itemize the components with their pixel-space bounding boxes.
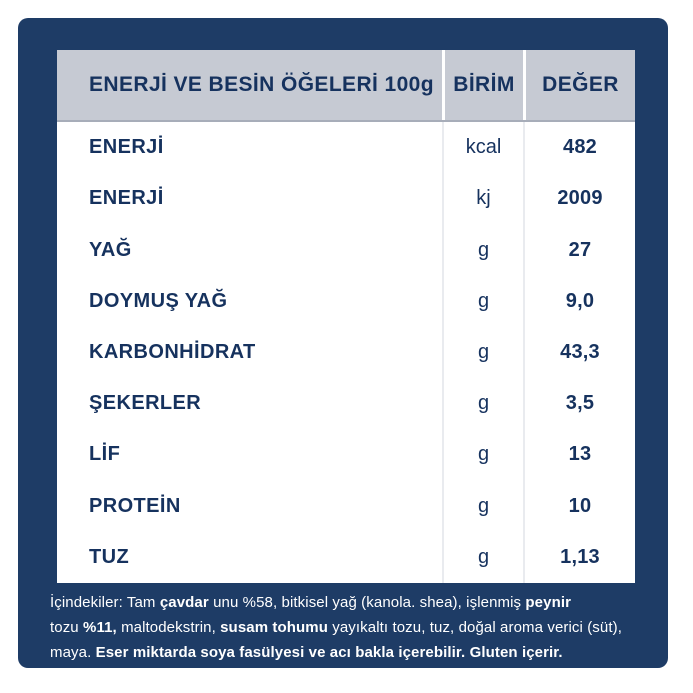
nutrient-label: PROTEİN	[89, 494, 181, 517]
table-row: ENERJİ kj 2009	[57, 173, 635, 225]
ingredient-emphasis: peynir	[525, 594, 572, 611]
header-unit: BİRİM	[442, 50, 523, 120]
nutrient-unit: g	[442, 326, 523, 379]
nutrient-value: 43,3	[523, 326, 635, 379]
nutrient-value: 3,5	[523, 378, 635, 430]
nutrient-value: 482	[523, 122, 635, 174]
nutrient-label: LİF	[89, 443, 121, 466]
table-row: PROTEİN g 10	[57, 480, 635, 532]
nutrient-value: 2009	[523, 173, 635, 225]
nutrient-unit: g	[442, 378, 523, 430]
table-row: LİF g 13	[57, 429, 635, 481]
nutrient-label: TUZ	[89, 545, 130, 568]
nutrition-table: ENERJİ VE BESİN ÖĞELERİ 100g BİRİM DEĞER…	[57, 50, 635, 583]
nutrient-label: ENERJİ	[89, 187, 164, 210]
ingredient-segment: İçindekiler: Tam	[50, 594, 160, 611]
ingredient-emphasis: Eser miktarda soya fasülyesi ve acı bakl…	[95, 644, 563, 661]
ingredient-segment: tozu	[50, 619, 84, 636]
ingredients-line: İçindekiler: Tam çavdar unu %58, bitkise…	[50, 590, 656, 615]
nutrient-label: DOYMUŞ YAĞ	[89, 289, 228, 312]
ingredient-emphasis: çavdar	[159, 594, 209, 611]
header-value: DEĞER	[523, 50, 635, 120]
nutrient-unit: g	[442, 224, 523, 276]
table-row: KARBONHİDRAT g 43,3	[57, 326, 635, 379]
nutrient-unit: g	[442, 275, 523, 327]
nutrient-unit: g	[442, 480, 523, 532]
ingredient-emphasis: susam tohumu	[220, 619, 328, 636]
ingredient-segment: maya.	[50, 644, 96, 661]
nutrient-value: 27	[523, 224, 635, 276]
table-row: ŞEKERLER g 3,5	[57, 378, 635, 430]
ingredients-line: maya. Eser miktarda soya fasülyesi ve ac…	[50, 640, 656, 665]
ingredient-segment: yayıkaltı tozu, tuz, doğal aroma verici …	[328, 619, 622, 636]
nutrient-unit: g	[442, 531, 523, 583]
nutrient-value: 9,0	[523, 275, 635, 327]
nutrient-label: KARBONHİDRAT	[89, 340, 256, 363]
ingredient-segment: unu %58, bitkisel yağ (kanola. shea), iş…	[208, 594, 526, 611]
nutrient-unit: kj	[442, 173, 523, 225]
table-header-row: ENERJİ VE BESİN ÖĞELERİ 100g BİRİM DEĞER	[57, 50, 635, 122]
table-row: DOYMUŞ YAĞ g 9,0	[57, 275, 635, 327]
ingredients-line: tozu %11, maltodekstrin, susam tohumu ya…	[50, 615, 656, 640]
ingredient-segment: maltodekstrin,	[116, 619, 221, 636]
nutrient-unit: kcal	[442, 122, 523, 174]
nutrient-value: 10	[523, 480, 635, 532]
nutrient-label: ŞEKERLER	[89, 392, 202, 415]
nutrient-value: 1,13	[523, 531, 635, 583]
nutrient-unit: g	[442, 429, 523, 481]
header-nutrients: ENERJİ VE BESİN ÖĞELERİ 100g	[89, 73, 434, 96]
nutrient-label: ENERJİ	[89, 136, 164, 159]
ingredients-text: İçindekiler: Tam çavdar unu %58, bitkise…	[50, 590, 656, 665]
ingredient-emphasis: %11,	[83, 619, 117, 636]
nutrient-value: 13	[523, 429, 635, 481]
label-frame: ENERJİ VE BESİN ÖĞELERİ 100g BİRİM DEĞER…	[18, 18, 668, 668]
table-row: ENERJİ kcal 482	[57, 122, 635, 174]
table-row: YAĞ g 27	[57, 224, 635, 276]
table-body: ENERJİ kcal 482 ENERJİ kj 2009 YAĞ g 27 …	[57, 122, 635, 583]
nutrient-label: YAĞ	[89, 238, 132, 261]
table-row: TUZ g 1,13	[57, 531, 635, 583]
